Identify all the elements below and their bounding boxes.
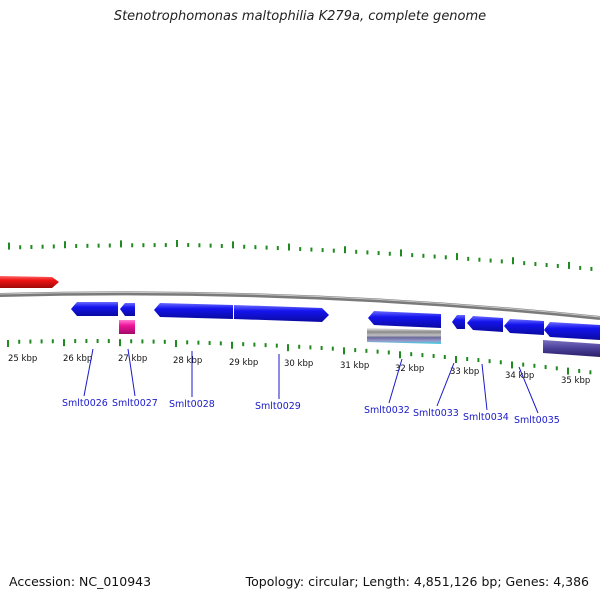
outer-tick-ring xyxy=(8,240,593,271)
gene-leader-line xyxy=(388,358,403,404)
gene-label: Smlt0033 xyxy=(413,408,459,419)
gene-label: Smlt0034 xyxy=(463,412,509,423)
kbp-label: 31 kbp xyxy=(340,361,369,371)
kbp-label: 25 kbp xyxy=(8,354,37,364)
gene-leader-line xyxy=(481,363,488,411)
gene-label: Smlt0027 xyxy=(112,398,158,409)
kbp-label: 27 kbp xyxy=(118,354,147,364)
gene-label: Smlt0035 xyxy=(514,415,560,426)
gene-leader-line xyxy=(83,348,94,397)
gene-leader-line xyxy=(127,348,136,397)
cds-next xyxy=(544,322,600,340)
misc-feature-stack xyxy=(367,328,441,344)
cds-smlt0028 xyxy=(154,303,233,319)
accession-label: Accession: NC_010943 xyxy=(9,574,152,589)
kbp-label-group: 25 kbp 26 kbp 27 kbp 28 kbp 29 kbp 30 kbp 31 k… xyxy=(8,354,590,386)
kbp-label: 32 kbp xyxy=(395,364,424,374)
cds-smlt0034 xyxy=(467,316,503,332)
rrna-feature xyxy=(0,276,59,288)
kbp-label: 33 kbp xyxy=(450,367,479,377)
cds-smlt0035 xyxy=(504,319,544,335)
kbp-label: 28 kbp xyxy=(173,356,202,366)
kbp-label: 29 kbp xyxy=(229,358,258,368)
trna-feature xyxy=(119,320,135,334)
kbp-label: 30 kbp xyxy=(284,359,313,369)
gene-label: Smlt0029 xyxy=(255,401,301,412)
cds-smlt0033 xyxy=(452,315,465,329)
gene-leader-line xyxy=(518,366,539,414)
gene-label-group: Smlt0026 Smlt0027 Smlt0028 Smlt0029 Smlt0032… xyxy=(62,348,560,426)
kbp-label: 26 kbp xyxy=(63,354,92,364)
kbp-label: 35 kbp xyxy=(561,376,590,386)
misc-feature-purple xyxy=(543,340,600,357)
cds-smlt0026 xyxy=(71,302,118,316)
map-title: Stenotrophomonas maltophilia K279a, comp… xyxy=(113,9,487,24)
cds-smlt0032 xyxy=(368,311,441,328)
genome-backbone xyxy=(0,291,600,320)
gene-leader-line xyxy=(436,362,455,407)
cds-smlt0029 xyxy=(234,305,329,322)
gene-label: Smlt0026 xyxy=(62,398,108,409)
kbp-label: 34 kbp xyxy=(505,371,534,381)
genome-stats-label: Topology: circular; Length: 4,851,126 bp… xyxy=(245,574,589,589)
gene-label: Smlt0028 xyxy=(169,399,215,410)
inner-tick-ring xyxy=(7,339,592,375)
cds-smlt0027 xyxy=(120,303,135,316)
gene-label: Smlt0032 xyxy=(364,405,410,416)
